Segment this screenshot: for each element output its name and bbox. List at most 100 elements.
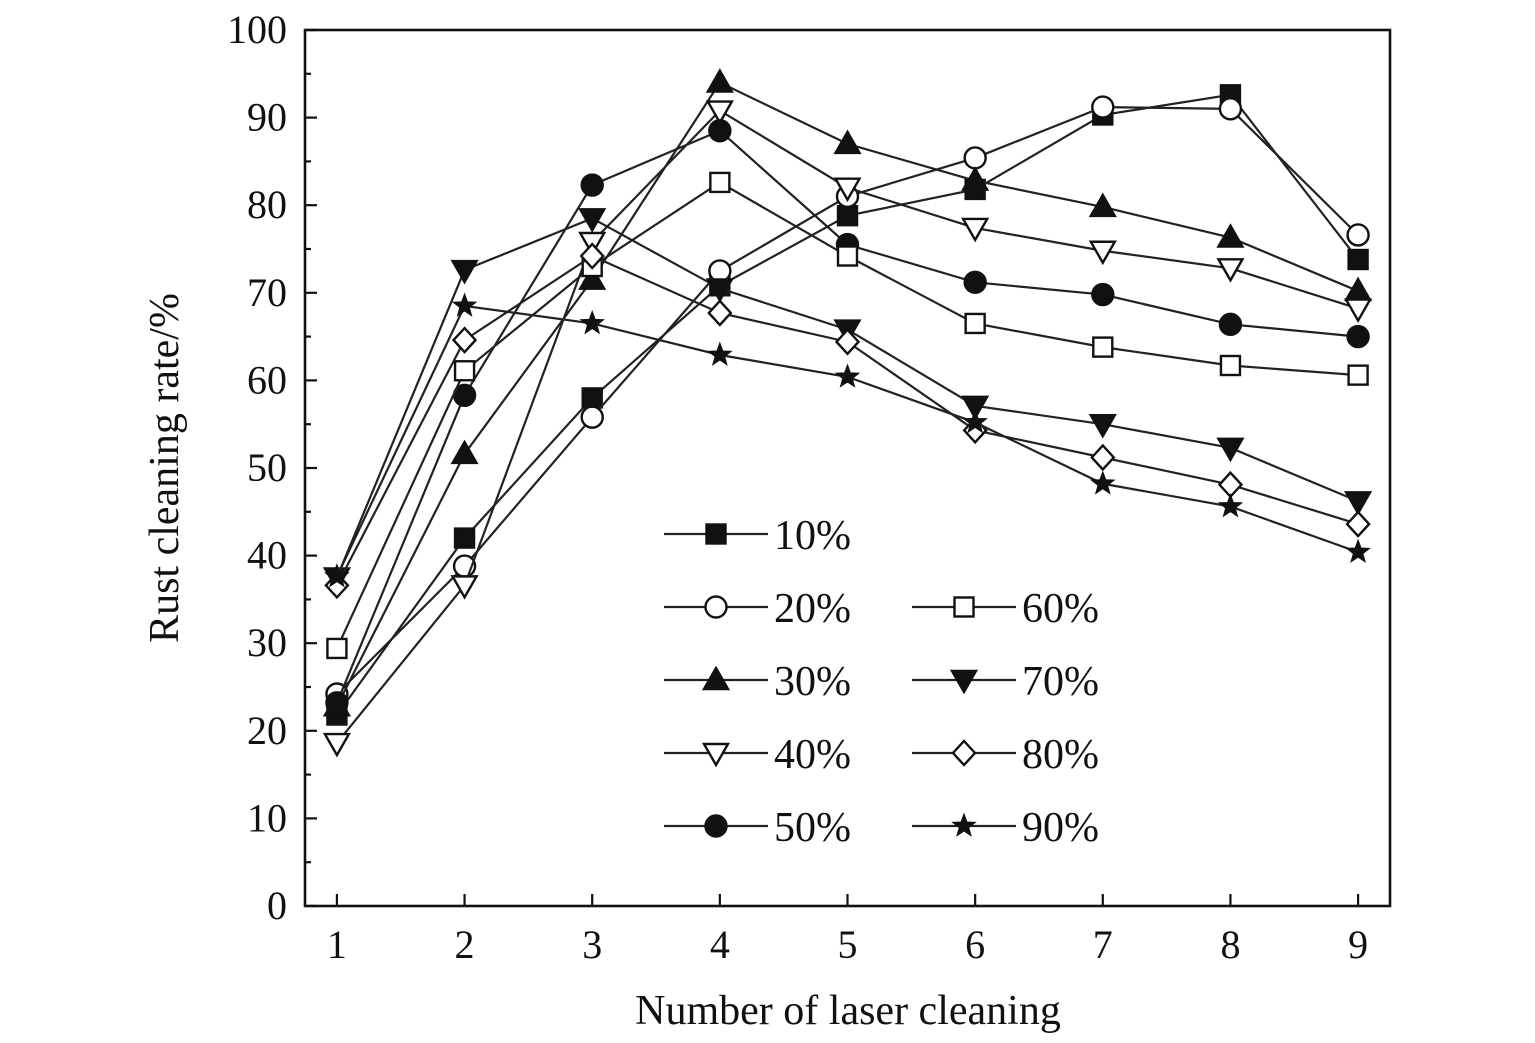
legend-label: 40% [774,732,851,778]
data-point-30pct [1216,223,1245,248]
legend-entry-50pct: 50% [664,805,851,851]
data-point-40pct [1088,240,1117,266]
x-axis-title: Number of laser cleaning [635,988,1061,1034]
legend-label: 30% [774,659,851,705]
data-point-80pct [451,326,478,354]
data-point-90pct [707,341,733,366]
data-point-30pct [705,68,734,93]
legend-entry-80pct: 80% [912,732,1099,778]
data-point-20pct [1091,95,1115,119]
legend-marker [704,595,728,619]
data-point-10pct [1347,248,1369,271]
legend-label: 80% [1022,732,1099,778]
data-point-70pct [578,208,607,233]
data-point-40pct [450,575,479,600]
data-point-60pct [964,312,986,335]
data-point-40pct [322,732,351,758]
data-point-10pct [836,205,859,227]
legend: 10% 20% 30% 40% 50% 60% 70% 80% 90% [664,513,1099,851]
data-point-90pct [1217,493,1244,518]
y-tick-label: 40 [247,533,287,578]
legend-entry-10pct: 10% [664,513,851,559]
series-60pct [326,171,1369,660]
data-point-50pct [1346,324,1370,349]
data-point-30pct [961,166,990,191]
y-tick-label: 0 [267,883,287,928]
x-tick-label: 6 [965,922,985,967]
legend-entry-70pct: 70% [912,659,1099,705]
data-point-90pct [1345,538,1371,563]
legend-marker [705,523,727,545]
y-tick-label: 50 [247,445,287,490]
data-point-80pct [1217,470,1244,499]
legend-marker [701,742,731,768]
legend-entry-90pct: 90% [912,805,1099,851]
series-30pct [322,68,1373,717]
y-axis-title: Rust cleaning rate/% [142,293,188,643]
x-tick-label: 5 [838,922,858,967]
data-point-60pct [1347,364,1369,386]
legend-marker [704,814,728,838]
data-point-90pct [579,310,605,335]
data-point-60pct [836,245,859,267]
x-tick-label: 3 [582,922,602,967]
data-point-10pct [581,387,603,409]
legend-label: 90% [1022,805,1099,851]
series-90pct [324,292,1371,588]
x-tick-label: 4 [710,922,730,967]
series-group [322,68,1373,758]
data-point-90pct [1090,470,1116,495]
data-point-60pct [326,637,348,660]
data-point-60pct [1219,354,1242,377]
y-tick-label: 10 [247,795,287,840]
data-point-40pct [833,177,862,203]
data-point-70pct [961,395,990,421]
legend-marker [953,596,975,618]
data-point-80pct [1345,510,1371,538]
legend-label: 70% [1022,659,1099,705]
data-point-90pct [451,292,478,317]
y-tick-label: 100 [227,7,287,52]
data-point-80pct [579,242,605,270]
legend-label: 60% [1022,586,1099,632]
data-point-80pct [1090,443,1116,472]
data-point-70pct [705,278,734,303]
data-point-40pct [961,217,990,243]
data-point-20pct [580,405,604,429]
legend-label: 10% [774,513,851,559]
data-point-40pct [1344,298,1373,323]
y-tick-label: 70 [247,270,287,315]
y-tick-label: 60 [247,357,287,402]
data-point-20pct [963,146,987,170]
legend-entry-40pct: 40% [664,732,851,778]
data-point-60pct [1092,336,1114,358]
data-point-20pct [1346,223,1370,247]
data-point-30pct [1344,276,1373,302]
data-point-50pct [1218,312,1243,337]
data-point-70pct [1088,414,1117,439]
data-point-50pct [325,691,349,715]
x-tick-label: 7 [1093,922,1113,967]
legend-entry-20pct: 20% [664,586,851,632]
x-tick-label: 8 [1220,922,1240,967]
axes: 0 10 20 30 40 50 60 70 80 90 100 1 2 3 4 5 6 7 8 9 [227,7,1392,967]
legend-marker [701,665,731,691]
data-point-70pct [1344,491,1373,516]
data-point-50pct [580,173,604,197]
data-point-60pct [709,171,731,194]
legend-label: 50% [774,805,851,851]
y-tick-label: 90 [247,95,287,140]
legend-marker [949,669,979,695]
legend-label: 20% [774,586,851,632]
x-tick-label: 9 [1348,922,1368,967]
data-point-90pct [834,363,861,388]
data-point-10pct [453,527,476,549]
legend-entry-30pct: 30% [664,659,851,705]
legend-marker [951,812,977,837]
data-point-80pct [834,328,861,356]
data-point-50pct [963,270,987,294]
legend-marker [951,739,977,767]
data-point-80pct [707,299,733,327]
data-point-90pct [962,409,988,434]
